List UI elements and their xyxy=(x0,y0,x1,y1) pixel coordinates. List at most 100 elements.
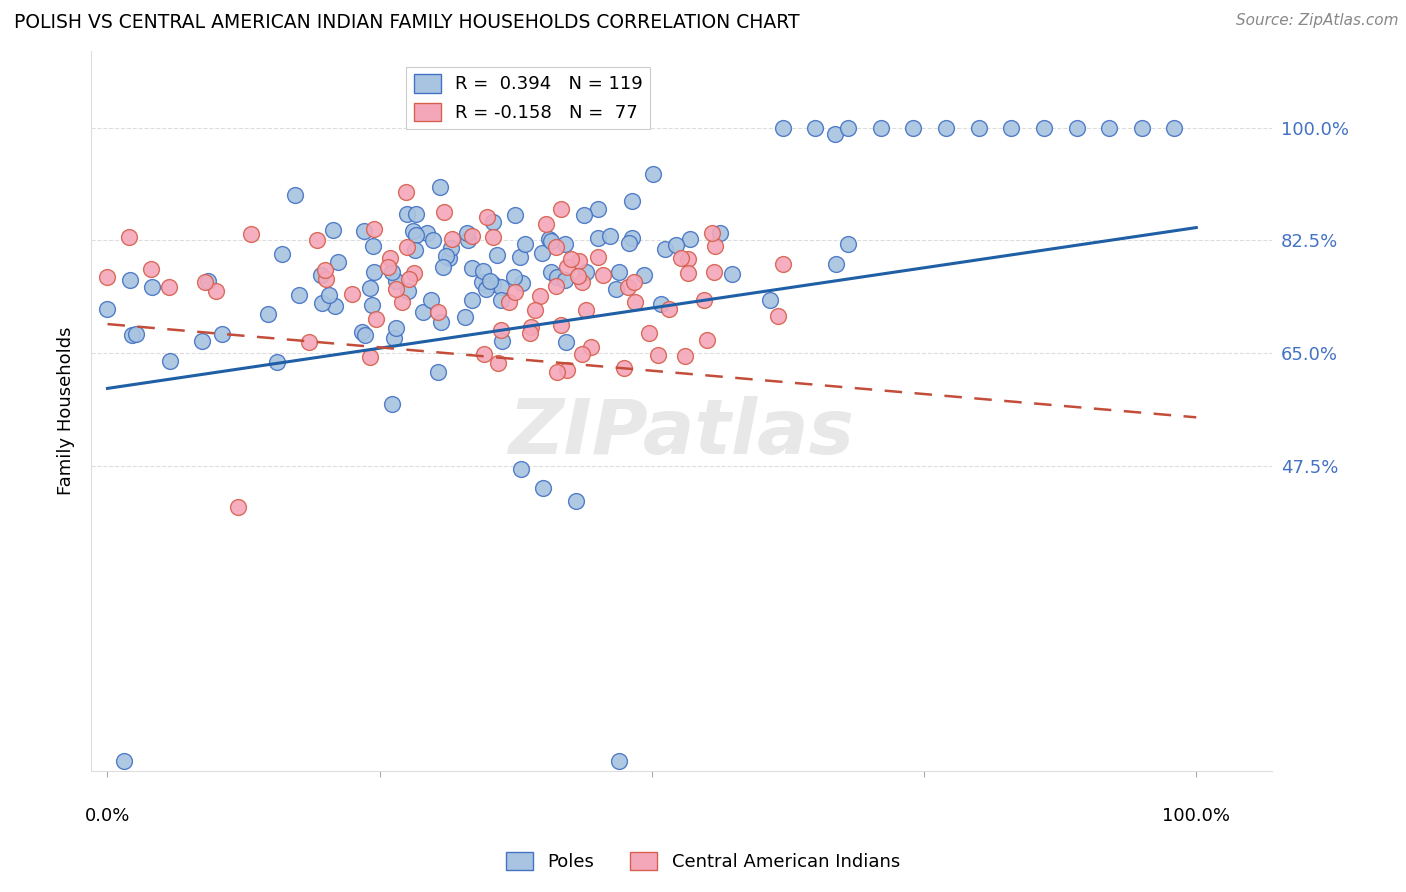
Point xyxy=(678,252,700,266)
Point xyxy=(531,481,554,495)
Point xyxy=(592,268,614,283)
Point xyxy=(703,265,725,279)
Point xyxy=(546,278,568,293)
Point xyxy=(555,363,578,377)
Point xyxy=(395,207,418,221)
Point xyxy=(298,335,321,350)
Point xyxy=(503,285,526,299)
Point xyxy=(575,302,598,317)
Point xyxy=(693,293,716,308)
Point xyxy=(454,310,477,324)
Point xyxy=(665,238,688,252)
Point xyxy=(702,227,724,241)
Point xyxy=(579,340,602,354)
Point xyxy=(546,365,568,379)
Point xyxy=(491,334,513,348)
Point xyxy=(315,272,337,286)
Point xyxy=(391,295,413,310)
Point xyxy=(381,397,404,411)
Point xyxy=(363,265,385,279)
Point xyxy=(491,293,513,308)
Point xyxy=(503,269,526,284)
Point xyxy=(641,167,664,181)
Point xyxy=(489,323,512,337)
Point xyxy=(571,275,593,289)
Point xyxy=(112,755,135,769)
Point xyxy=(471,275,494,289)
Point xyxy=(530,246,553,260)
Point xyxy=(599,229,621,244)
Point xyxy=(564,494,586,508)
Point xyxy=(398,272,420,286)
Point xyxy=(433,204,456,219)
Point xyxy=(402,224,425,238)
Point xyxy=(429,180,451,194)
Point xyxy=(673,349,696,363)
Point xyxy=(1066,120,1088,135)
Point xyxy=(538,232,561,246)
Point xyxy=(139,262,162,277)
Point xyxy=(378,252,401,266)
Point xyxy=(498,295,520,310)
Point xyxy=(837,120,859,135)
Point xyxy=(540,234,562,248)
Point xyxy=(555,260,578,274)
Point xyxy=(159,279,181,293)
Point xyxy=(96,270,118,285)
Point xyxy=(118,230,141,244)
Point xyxy=(935,120,957,135)
Point xyxy=(377,260,399,275)
Point xyxy=(309,268,332,283)
Point xyxy=(825,256,848,270)
Point xyxy=(191,334,214,349)
Point xyxy=(460,228,482,243)
Point xyxy=(352,326,374,340)
Point xyxy=(284,188,307,202)
Point xyxy=(510,462,533,476)
Legend: R =  0.394   N = 119, R = -0.158   N =  77: R = 0.394 N = 119, R = -0.158 N = 77 xyxy=(406,67,650,129)
Point xyxy=(359,351,381,365)
Point xyxy=(623,275,645,289)
Point xyxy=(477,278,499,293)
Point xyxy=(678,232,700,246)
Point xyxy=(1032,120,1054,135)
Point xyxy=(554,237,576,252)
Point xyxy=(141,280,163,294)
Point xyxy=(482,214,505,228)
Point xyxy=(617,235,640,250)
Point xyxy=(461,293,484,308)
Point xyxy=(340,287,363,301)
Point xyxy=(256,307,278,321)
Point xyxy=(503,208,526,222)
Point xyxy=(607,265,630,279)
Point xyxy=(288,288,311,302)
Point xyxy=(405,228,427,243)
Point xyxy=(513,236,536,251)
Point xyxy=(766,310,789,324)
Point xyxy=(382,331,405,345)
Point xyxy=(472,263,495,277)
Point xyxy=(546,269,568,284)
Point xyxy=(384,281,406,295)
Point xyxy=(633,268,655,282)
Point xyxy=(427,304,450,318)
Point xyxy=(696,333,718,347)
Point xyxy=(901,120,924,135)
Point xyxy=(571,347,593,361)
Point xyxy=(1163,120,1185,135)
Legend: Poles, Central American Indians: Poles, Central American Indians xyxy=(499,845,907,879)
Point xyxy=(420,293,443,307)
Y-axis label: Family Households: Family Households xyxy=(58,326,75,495)
Point xyxy=(658,302,681,317)
Point xyxy=(456,226,478,240)
Point xyxy=(305,233,328,247)
Point xyxy=(650,296,672,310)
Point xyxy=(613,361,636,376)
Point xyxy=(436,249,458,263)
Point xyxy=(439,251,461,265)
Point xyxy=(575,264,598,278)
Point xyxy=(607,755,630,769)
Point xyxy=(519,326,541,340)
Point xyxy=(396,240,419,254)
Point xyxy=(510,276,533,290)
